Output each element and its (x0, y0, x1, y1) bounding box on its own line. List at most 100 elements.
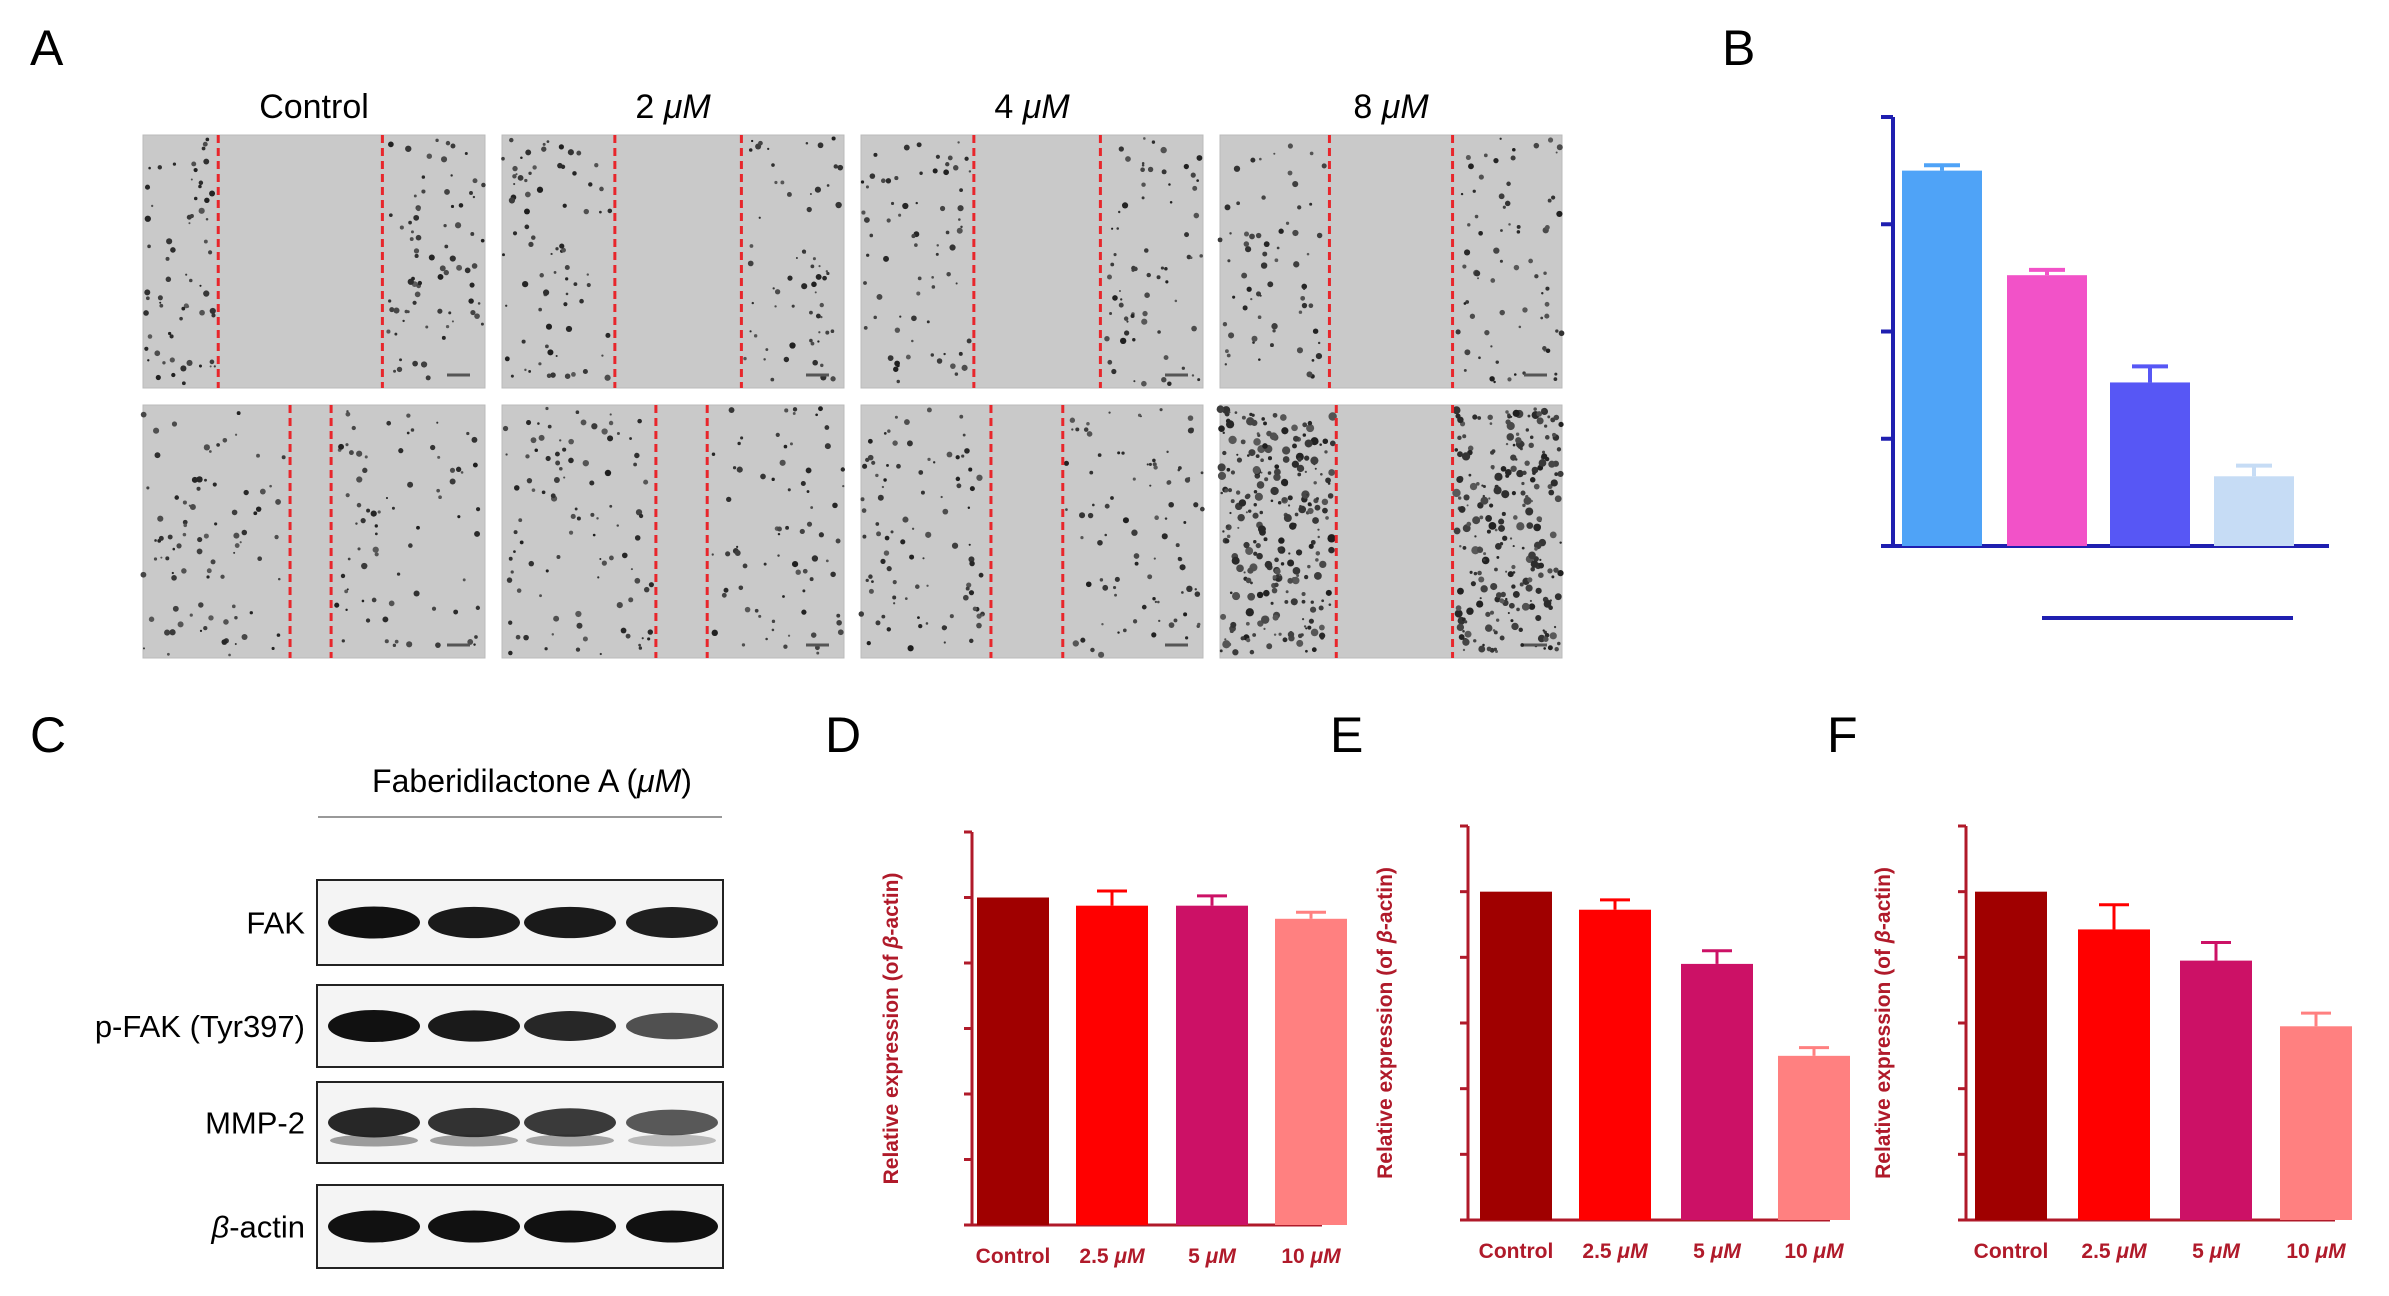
cell-dot (763, 562, 767, 566)
category-label: 10 μM (1784, 1240, 1844, 1263)
cell-dot (1261, 195, 1266, 200)
cell-dot (209, 190, 216, 197)
category-label: 2.5 μM (2081, 1240, 2147, 1263)
cell-dot (1141, 162, 1145, 165)
cell-dot (1474, 270, 1481, 277)
cell-dot (1263, 537, 1268, 542)
cell-dot (505, 453, 508, 456)
cell-dot (1314, 467, 1317, 470)
cell-dot (1498, 524, 1505, 532)
cell-dot (190, 178, 193, 181)
cell-dot (1242, 305, 1248, 311)
cell-dot (539, 273, 544, 278)
cell-dot (189, 213, 194, 219)
cell-dot (972, 606, 978, 612)
protein-band-secondary (526, 1134, 614, 1147)
cell-dot (1473, 639, 1477, 643)
cell-dot (1544, 301, 1550, 307)
cell-dot (1168, 501, 1174, 508)
cell-dot (1455, 329, 1461, 335)
cell-dot (1266, 643, 1273, 650)
category-label-text: 10 (1784, 1240, 1813, 1263)
cell-dot (894, 360, 900, 367)
cell-dot (341, 639, 345, 643)
cell-dot (1274, 258, 1279, 263)
cell-dot (437, 455, 441, 459)
cell-dot (734, 550, 741, 556)
cell-dot (259, 488, 266, 495)
cell-dot (785, 525, 790, 530)
cell-dot (140, 571, 147, 578)
micrograph-background (142, 404, 486, 659)
cell-dot (441, 335, 446, 340)
cell-dot (155, 374, 161, 381)
cell-dot (968, 170, 972, 173)
cell-dot (926, 320, 930, 324)
cell-dot (1464, 620, 1468, 624)
cell-dot (1536, 417, 1544, 425)
cell-dot (144, 289, 151, 296)
cell-dot (562, 447, 567, 452)
cell-dot (586, 282, 591, 288)
cell-dot (1515, 432, 1520, 436)
cell-dot (443, 269, 449, 276)
cell-dot (1181, 366, 1185, 370)
cell-dot (1554, 646, 1559, 652)
cell-dot (876, 531, 882, 537)
cell-dot (1498, 518, 1505, 525)
cell-dot (1494, 567, 1498, 572)
pfak-expression-chart: Relative expression (of β-actin)Control 2… (1374, 824, 1850, 1263)
cell-dot (1521, 602, 1530, 611)
cell-dot (826, 271, 830, 276)
cell-dot (1255, 232, 1262, 239)
cell-dot (1285, 590, 1289, 594)
cell-dot (749, 244, 754, 248)
cell-dot (1482, 494, 1486, 498)
cell-dot (559, 439, 562, 442)
column-label-main: 4 (994, 88, 1022, 126)
cell-dot (356, 502, 362, 508)
cell-dot (927, 457, 931, 462)
cell-dot (1490, 582, 1498, 591)
cell-dot (450, 143, 456, 149)
cell-dot (545, 455, 551, 462)
cell-dot (810, 506, 814, 509)
cell-dot (1247, 592, 1256, 601)
cell-dot (1097, 453, 1102, 457)
cell-dot (1488, 497, 1491, 500)
cell-dot (1246, 454, 1250, 457)
cell-dot (926, 407, 932, 413)
cell-dot (1183, 163, 1189, 170)
cell-dot (1292, 443, 1297, 449)
cell-dot (1495, 618, 1500, 622)
cell-dot (1311, 647, 1317, 653)
cell-dot (865, 185, 869, 189)
cell-dot (203, 625, 208, 631)
cell-dot (941, 625, 947, 631)
cell-dot (1518, 325, 1522, 329)
cell-dot (1285, 221, 1290, 225)
cell-dot (1107, 274, 1112, 280)
cell-dot (770, 377, 775, 382)
cell-dot (1228, 411, 1231, 414)
cell-dot (171, 575, 177, 581)
category-label: 5 μM (2192, 1240, 2240, 1263)
cell-dot (1513, 515, 1518, 520)
cell-dot (222, 437, 228, 443)
cell-dot (1540, 316, 1544, 320)
cell-dot (169, 629, 176, 636)
cell-dot (1306, 493, 1309, 496)
cell-dot (1169, 200, 1173, 204)
cell-dot (374, 524, 378, 528)
cell-dot (176, 543, 182, 549)
cell-dot (1485, 515, 1493, 522)
cell-dot (1512, 544, 1515, 548)
cell-dot (481, 182, 486, 188)
cell-dot (885, 178, 892, 184)
cell-dot (405, 145, 412, 152)
cell-dot (625, 633, 631, 639)
cell-dot (1224, 204, 1231, 211)
cell-dot (147, 359, 150, 362)
category-label-unit: μM (1310, 1245, 1342, 1268)
cell-dot (1149, 484, 1152, 487)
